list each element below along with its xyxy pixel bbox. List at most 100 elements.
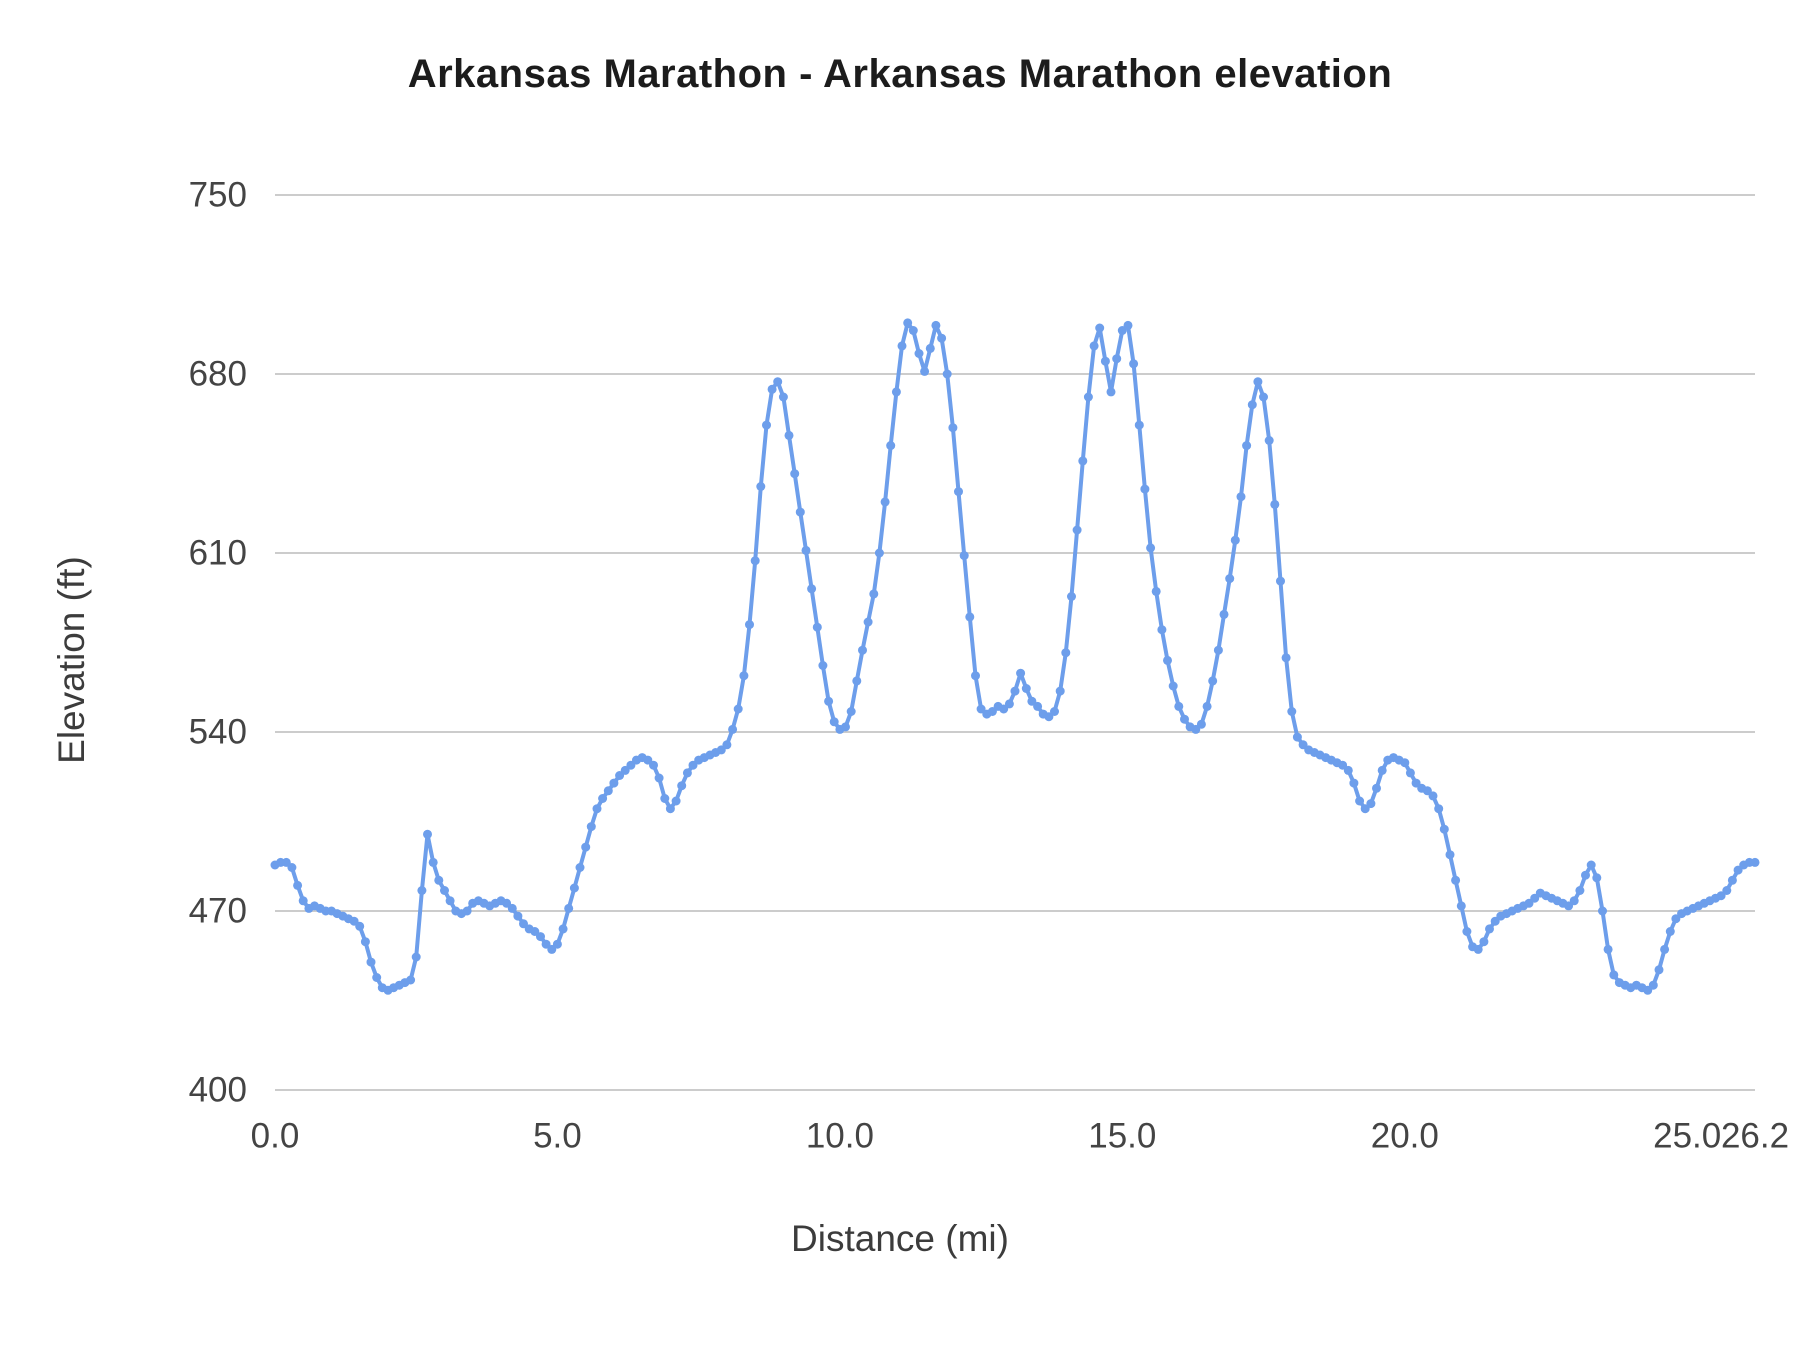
data-point-marker — [739, 671, 749, 681]
data-point-marker — [1213, 645, 1223, 655]
data-point-marker — [1716, 891, 1726, 901]
y-tick-label: 400 — [189, 1071, 247, 1110]
data-point-marker — [874, 548, 884, 558]
data-point-marker — [355, 921, 365, 931]
data-point-marker — [1479, 937, 1489, 947]
data-point-marker — [1722, 886, 1732, 895]
data-point-marker — [908, 326, 918, 335]
data-point-marker — [1727, 875, 1737, 885]
data-point-marker — [1259, 392, 1268, 402]
y-tick-label: 750 — [189, 176, 247, 215]
x-tick-label: 25.0 — [1653, 1117, 1721, 1156]
data-point-marker — [1586, 860, 1596, 870]
data-point-marker — [1648, 980, 1658, 990]
data-point-marker — [287, 863, 297, 872]
data-point-marker — [903, 318, 913, 328]
y-tick-label: 610 — [189, 534, 247, 573]
data-point-marker — [1270, 499, 1280, 509]
data-point-marker — [812, 622, 822, 632]
data-point-marker — [1355, 796, 1365, 806]
data-point-marker — [1569, 896, 1579, 906]
data-point-marker — [603, 786, 613, 796]
chart-title: Arkansas Marathon - Arkansas Marathon el… — [407, 52, 1393, 96]
data-point-marker — [1208, 676, 1218, 686]
data-point-marker — [886, 441, 896, 451]
data-point-marker — [1405, 768, 1415, 778]
data-point-marker — [818, 661, 828, 670]
data-point-marker — [1174, 701, 1184, 711]
x-tick-label: 20.0 — [1371, 1117, 1439, 1156]
y-tick-label: 680 — [189, 355, 247, 394]
data-point-marker — [1010, 686, 1020, 696]
data-point-marker — [790, 469, 800, 479]
data-point-marker — [942, 369, 952, 379]
data-point-marker — [1253, 377, 1263, 387]
y-tick-label: 540 — [189, 713, 247, 752]
data-point-marker — [1230, 535, 1240, 545]
data-point-marker — [778, 392, 788, 402]
data-point-marker — [841, 722, 850, 732]
data-point-marker — [824, 696, 834, 706]
data-point-marker — [852, 676, 862, 686]
data-point-marker — [1428, 791, 1438, 801]
data-point-marker — [869, 589, 879, 599]
data-point-marker — [1377, 765, 1387, 775]
data-point-marker — [1581, 870, 1590, 880]
data-point-marker — [1112, 354, 1122, 364]
data-point-marker — [298, 896, 308, 906]
data-point-marker — [1067, 592, 1076, 601]
data-point-marker — [745, 620, 754, 630]
data-point-marker — [1180, 714, 1189, 724]
data-point-marker — [1603, 944, 1613, 954]
data-point-marker — [677, 781, 687, 791]
data-point-marker — [552, 939, 562, 949]
data-point-marker — [1592, 873, 1602, 883]
data-point-marker — [880, 497, 890, 507]
data-point-marker — [609, 778, 619, 788]
data-point-marker — [1236, 492, 1246, 502]
x-tick-label: 0.0 — [251, 1117, 300, 1156]
data-point-marker — [1343, 765, 1353, 775]
data-point-marker — [620, 765, 630, 775]
data-point-marker — [1196, 719, 1206, 729]
data-point-marker — [1168, 681, 1178, 691]
elevation-line — [273, 320, 1757, 993]
data-point-marker — [1462, 927, 1472, 936]
data-point-marker — [931, 320, 941, 330]
data-point-marker — [1225, 574, 1235, 584]
data-point-marker — [914, 349, 924, 358]
data-point-marker — [1276, 576, 1285, 586]
data-point-marker — [1338, 760, 1348, 770]
data-point-marker — [1140, 484, 1150, 494]
data-point-marker — [1123, 320, 1133, 330]
data-point-marker — [722, 740, 732, 750]
data-point-marker — [1451, 875, 1461, 885]
data-point-marker — [795, 507, 805, 517]
data-point-marker — [428, 857, 438, 867]
data-point-marker — [954, 487, 963, 497]
data-point-marker — [1654, 965, 1664, 975]
data-point-marker — [575, 863, 585, 872]
data-point-marker — [411, 952, 421, 962]
data-point-marker — [762, 420, 771, 430]
data-point-marker — [965, 612, 975, 622]
data-point-marker — [1609, 970, 1619, 980]
data-point-marker — [598, 794, 608, 803]
x-tick-label: 26.2 — [1721, 1117, 1789, 1156]
data-point-marker — [581, 842, 591, 852]
data-point-marker — [558, 924, 568, 934]
data-point-marker — [1100, 356, 1110, 366]
data-point-marker — [1439, 824, 1449, 834]
data-point-marker — [665, 804, 675, 814]
x-tick-label: 5.0 — [533, 1117, 582, 1156]
data-point-marker — [1575, 886, 1585, 895]
data-point-marker — [1292, 732, 1302, 742]
data-point-marker — [1400, 758, 1410, 768]
data-point-marker — [440, 886, 449, 895]
data-point-marker — [1366, 799, 1376, 809]
data-point-marker — [863, 617, 873, 627]
data-point-marker — [1264, 436, 1274, 445]
data-point-marker — [569, 883, 579, 893]
